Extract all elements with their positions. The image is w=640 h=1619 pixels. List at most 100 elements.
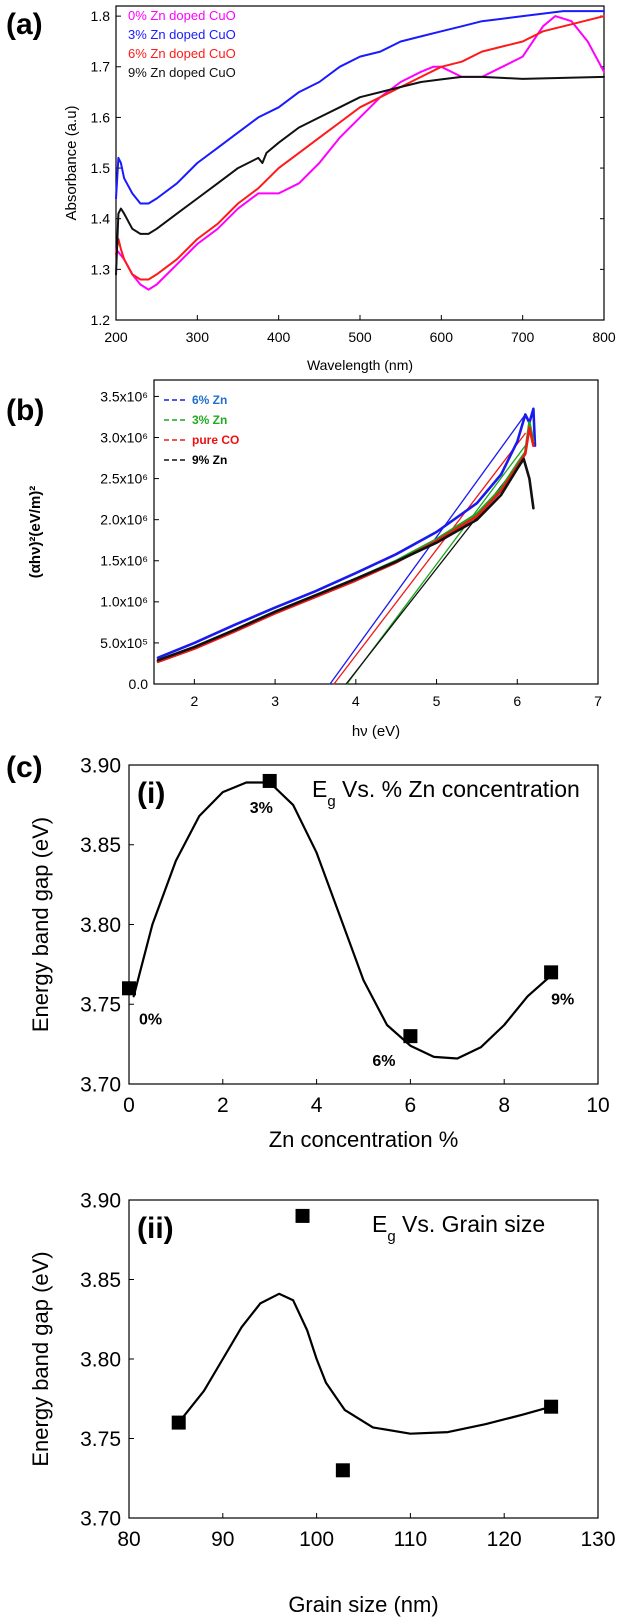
series-line: [156, 457, 535, 662]
panel-c-ii-band-gap-vs-grain-size-chart: 80 90 100 110 120 130 3.70 3.75 3.80 3.85 3.90 (ii)…: [28, 1189, 616, 1617]
x-tick-label: 400: [267, 329, 291, 345]
panel-c-i-band-gap-vs-zn-chart: (c) 0 2 4 6 8 10 3.70 3.75 3.80 3.85 3.90 0% 3% 6% 9% (i…: [6, 751, 610, 1152]
y-tick-label: 1.5: [91, 160, 111, 176]
x-tick-label: 2: [217, 1094, 229, 1117]
panel-label: (c): [6, 751, 43, 784]
data-point: [335, 1463, 350, 1478]
series-line: [115, 75, 605, 276]
y-tick-label: 3.80: [80, 914, 121, 937]
y-tick-label: 3.70: [80, 1507, 121, 1530]
legend-entry: 9% Zn: [192, 453, 227, 467]
x-tick-label: 80: [117, 1528, 140, 1551]
y-tick-label: 2.0x10⁶: [100, 512, 148, 528]
y-tick-label: 1.8: [91, 8, 111, 24]
x-tick-label: 100: [299, 1528, 334, 1551]
panel-b-tauc-plot: (b) 2 3 4 5 6 7 0.0 5.0x10⁵ 1.0x10⁶ 1.5x10⁶ 2.0x10⁶…: [6, 379, 602, 740]
y-axis-label: Energy band gap (eV): [28, 817, 53, 1032]
y-tick-label: 1.5x10⁶: [100, 553, 148, 569]
point-label: 3%: [250, 800, 273, 817]
panel-label: (a): [6, 8, 43, 41]
y-tick-label: 0.0: [129, 676, 149, 692]
x-tick-label: 600: [430, 329, 454, 345]
sub-panel-label: (ii): [137, 1212, 174, 1245]
x-tick-label: 110: [394, 1528, 427, 1551]
data-point: [171, 1415, 186, 1430]
legend-entry: pure CO: [192, 433, 239, 447]
legend-entry: 0% Zn doped CuO: [128, 8, 236, 23]
x-tick-label: 90: [211, 1528, 234, 1551]
x-tick-label: 6: [405, 1094, 417, 1117]
y-tick-label: 1.3: [91, 261, 111, 277]
x-tick-label: 0: [123, 1094, 135, 1117]
y-tick-label: 5.0x10⁵: [100, 635, 148, 651]
x-tick-label: 700: [511, 329, 535, 345]
data-point: [295, 1208, 310, 1223]
x-tick-label: 4: [311, 1094, 323, 1117]
linear-fit-line: [333, 432, 526, 685]
chart-title: Eg Vs. % Zn concentration: [312, 776, 580, 810]
x-axis-label: Wavelength (nm): [307, 357, 413, 373]
legend-entry: 3% Zn: [192, 413, 227, 427]
y-tick-label: 3.75: [80, 994, 121, 1017]
x-tick-label: 130: [580, 1528, 615, 1551]
y-axis-label: Energy band gap (eV): [28, 1251, 53, 1466]
data-point: [122, 981, 136, 996]
linear-fit-line: [329, 413, 526, 685]
plot-frame: [153, 379, 599, 685]
x-tick-label: 300: [186, 329, 210, 345]
y-axis-label: (αhν)²(eV/m)²: [27, 486, 44, 579]
fit-curve: [177, 1292, 553, 1435]
sub-panel-label: (i): [137, 777, 165, 810]
panel-a-absorbance-chart: (a) 200 300 400 500 600 700 800 1.2 1.3 1.4 1.5 1.6 1…: [6, 5, 616, 373]
panel-label: (b): [6, 394, 44, 427]
y-tick-label: 2.5x10⁶: [100, 470, 148, 486]
plot-frame: [128, 764, 599, 1085]
y-tick-label: 3.80: [80, 1348, 121, 1371]
x-axis-label: Grain size (nm): [288, 1592, 438, 1617]
data-point: [262, 773, 277, 788]
y-tick-label: 1.4: [91, 211, 111, 227]
fit-curve: [132, 781, 553, 1060]
y-tick-label: 1.2: [91, 312, 111, 328]
y-tick-label: 3.70: [80, 1073, 121, 1096]
x-tick-label: 7: [594, 693, 602, 709]
series-line: [115, 10, 605, 205]
x-tick-label: 500: [348, 329, 372, 345]
chart-title: Eg Vs. Grain size: [372, 1211, 545, 1245]
y-tick-label: 3.75: [80, 1428, 121, 1451]
series-line: [115, 15, 605, 281]
x-axis-label: Zn concentration %: [269, 1127, 459, 1152]
legend-entry: 3% Zn doped CuO: [128, 27, 236, 42]
x-tick-label: 800: [592, 329, 616, 345]
x-tick-label: 200: [104, 329, 128, 345]
point-label: 6%: [372, 1053, 395, 1070]
data-point: [544, 1399, 559, 1414]
legend-entry: 6% Zn doped CuO: [128, 46, 236, 61]
legend-entry: 9% Zn doped CuO: [128, 65, 236, 80]
point-label: 0%: [139, 1011, 162, 1028]
x-tick-label: 120: [487, 1528, 522, 1551]
plot-frame: [128, 1199, 599, 1519]
y-tick-label: 3.90: [80, 754, 121, 777]
point-label: 9%: [551, 991, 574, 1008]
y-tick-label: 1.7: [91, 59, 111, 75]
x-tick-label: 5: [433, 693, 441, 709]
series-line: [115, 15, 605, 291]
y-tick-label: 1.6: [91, 109, 111, 125]
y-tick-label: 3.90: [80, 1189, 121, 1212]
y-tick-label: 3.85: [80, 834, 121, 857]
x-tick-label: 3: [271, 693, 279, 709]
y-tick-label: 1.0x10⁶: [100, 594, 148, 610]
y-axis-label: Absorbance (a.u): [63, 105, 80, 220]
x-tick-label: 8: [498, 1094, 510, 1117]
legend-entry: 6% Zn: [192, 393, 227, 407]
y-tick-label: 3.5x10⁶: [100, 388, 148, 404]
x-tick-label: 10: [586, 1094, 609, 1117]
x-tick-label: 6: [513, 693, 521, 709]
x-tick-label: 2: [190, 693, 198, 709]
x-tick-label: 4: [352, 693, 360, 709]
data-point: [403, 1029, 418, 1044]
data-point: [544, 965, 559, 980]
x-axis-label: hν (eV): [352, 723, 400, 740]
